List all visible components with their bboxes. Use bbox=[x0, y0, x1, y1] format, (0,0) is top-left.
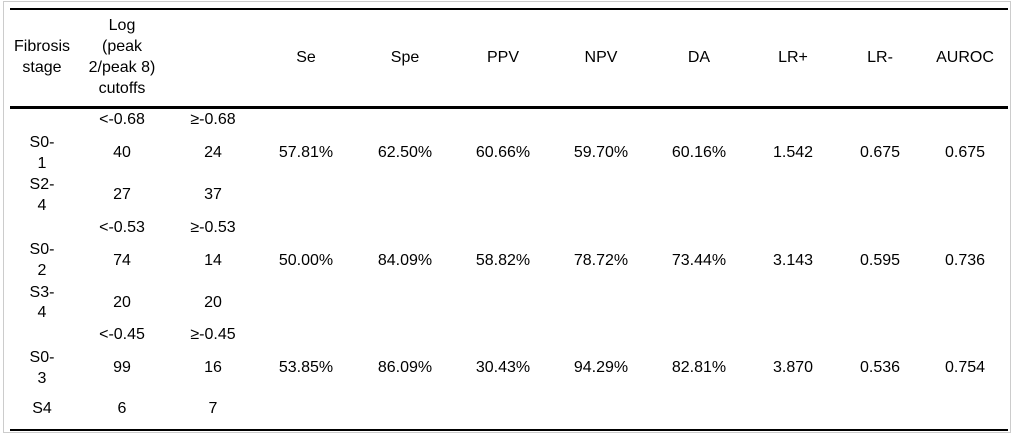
se-cell: 57.81% bbox=[278, 144, 334, 162]
spe-cell: 86.09% bbox=[377, 359, 433, 377]
col-header-fibrosis-stage: Fibrosis stage bbox=[13, 38, 70, 76]
cutoff-high-cell: ≥-0.45 bbox=[190, 326, 236, 344]
auroc-cell: 0.754 bbox=[944, 359, 986, 377]
count-low-cell: 40 bbox=[113, 144, 131, 162]
empty-cell bbox=[256, 175, 1008, 217]
stage-cell: S2- 4 bbox=[29, 176, 55, 214]
stage-cell: S0- 3 bbox=[29, 348, 55, 387]
empty-cell bbox=[256, 108, 1008, 133]
col-header-npv: NPV bbox=[584, 48, 618, 66]
col-header-cutoffs: Log (peak 2/peak 8) cutoffs bbox=[88, 17, 156, 97]
cutoff-row: <-0.68 ≥-0.68 bbox=[10, 108, 1008, 133]
col-header-ppv: PPV bbox=[486, 48, 519, 66]
col-header-spe: Spe bbox=[390, 48, 420, 66]
count-high-cell: 24 bbox=[204, 144, 222, 162]
da-cell: 60.16% bbox=[671, 144, 727, 162]
count-high-cell: 20 bbox=[204, 293, 222, 311]
count-high-cell: 16 bbox=[204, 359, 222, 377]
lr-plus-cell: 1.542 bbox=[772, 144, 814, 162]
ppv-cell: 30.43% bbox=[475, 359, 531, 377]
count-high-cell: 7 bbox=[208, 400, 218, 418]
se-cell: 53.85% bbox=[278, 359, 334, 377]
col-header-se: Se bbox=[296, 48, 316, 66]
empty-cell bbox=[10, 108, 74, 133]
stage-row: S2- 4 27 37 bbox=[10, 175, 1008, 217]
cutoff-row: <-0.53 ≥-0.53 bbox=[10, 217, 1008, 240]
stage-row: S3- 4 20 20 bbox=[10, 283, 1008, 325]
cutoff-low-cell: <-0.68 bbox=[99, 111, 145, 129]
count-low-cell: 27 bbox=[113, 186, 131, 204]
col-header-lr-plus: LR+ bbox=[778, 48, 808, 66]
table-frame: Fibrosis stage Log (peak 2/peak 8) cutof… bbox=[3, 1, 1011, 433]
stage-cell: S0- 2 bbox=[29, 241, 55, 280]
empty-cell bbox=[10, 217, 74, 240]
npv-cell: 78.72% bbox=[573, 251, 629, 269]
npv-cell: 59.70% bbox=[573, 144, 629, 162]
stage-cell: S4 bbox=[32, 400, 52, 418]
col-header-lr-minus: LR- bbox=[867, 48, 893, 66]
lr-minus-cell: 0.595 bbox=[859, 251, 901, 269]
lr-minus-cell: 0.675 bbox=[859, 144, 901, 162]
cutoff-low-cell: <-0.53 bbox=[99, 218, 145, 236]
ppv-cell: 58.82% bbox=[475, 251, 531, 269]
cutoff-high-cell: ≥-0.53 bbox=[190, 218, 236, 236]
stage-row: S0- 2 74 14 50.00% 84.09% 58.82% 78.72% … bbox=[10, 240, 1008, 283]
col-header-empty bbox=[170, 9, 256, 108]
da-cell: 73.44% bbox=[671, 251, 727, 269]
da-cell: 82.81% bbox=[671, 359, 727, 377]
stage-row: S4 6 7 bbox=[10, 390, 1008, 430]
col-header-auroc: AUROC bbox=[936, 48, 994, 66]
empty-cell bbox=[256, 390, 1008, 430]
count-low-cell: 20 bbox=[113, 293, 131, 311]
empty-cell bbox=[10, 324, 74, 347]
stage-row: S0- 3 99 16 53.85% 86.09% 30.43% 94.29% … bbox=[10, 347, 1008, 390]
table-header: Fibrosis stage Log (peak 2/peak 8) cutof… bbox=[10, 9, 1008, 108]
ppv-cell: 60.66% bbox=[475, 144, 531, 162]
se-cell: 50.00% bbox=[278, 251, 334, 269]
col-header-da: DA bbox=[687, 48, 711, 66]
cutoff-high-cell: ≥-0.68 bbox=[190, 111, 236, 129]
count-low-cell: 74 bbox=[113, 251, 131, 269]
stage-row: S0- 1 40 24 57.81% 62.50% 60.66% 59.70% … bbox=[10, 132, 1008, 175]
npv-cell: 94.29% bbox=[573, 359, 629, 377]
empty-cell bbox=[256, 324, 1008, 347]
empty-cell bbox=[256, 283, 1008, 325]
count-high-cell: 37 bbox=[204, 186, 222, 204]
lr-plus-cell: 3.870 bbox=[772, 359, 814, 377]
count-low-cell: 99 bbox=[113, 359, 131, 377]
auroc-cell: 0.736 bbox=[944, 251, 986, 269]
auroc-cell: 0.675 bbox=[944, 144, 986, 162]
count-low-cell: 6 bbox=[117, 400, 127, 418]
spe-cell: 84.09% bbox=[377, 251, 433, 269]
cutoff-row: <-0.45 ≥-0.45 bbox=[10, 324, 1008, 347]
stage-cell: S0- 1 bbox=[29, 133, 55, 172]
count-high-cell: 14 bbox=[204, 251, 222, 269]
table-body: <-0.68 ≥-0.68 S0- 1 40 24 57.81% 62.50% … bbox=[10, 108, 1008, 431]
header-row: Fibrosis stage Log (peak 2/peak 8) cutof… bbox=[10, 9, 1008, 108]
lr-plus-cell: 3.143 bbox=[772, 251, 814, 269]
stage-cell: S3- 4 bbox=[29, 283, 55, 322]
spe-cell: 62.50% bbox=[377, 144, 433, 162]
empty-cell bbox=[256, 217, 1008, 240]
fibrosis-stats-table: Fibrosis stage Log (peak 2/peak 8) cutof… bbox=[10, 8, 1008, 432]
lr-minus-cell: 0.536 bbox=[859, 359, 901, 377]
cutoff-low-cell: <-0.45 bbox=[99, 326, 145, 344]
